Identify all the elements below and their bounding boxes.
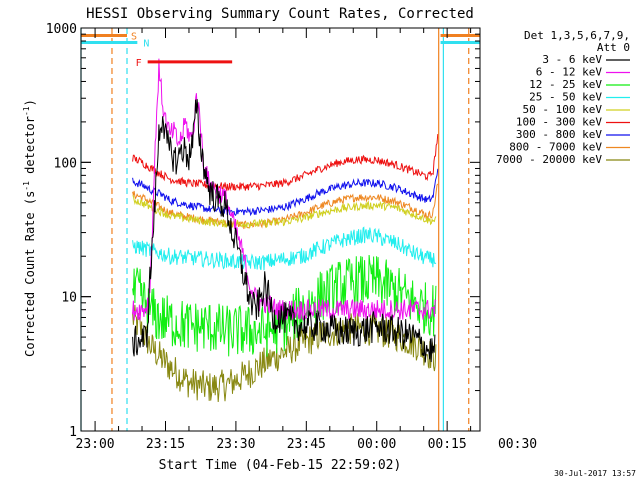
plot-area: SNF 1 10 100 1000 23:00 23:15 23:30 23:45 00:00 00…: [46, 22, 537, 452]
series-line-2: [132, 254, 437, 357]
y-label-sup2: -1: [22, 106, 31, 116]
x-tick-label-6: 00:30: [498, 437, 537, 452]
x-tick-label-1: 23:15: [146, 437, 185, 452]
footer-date: 30-Jul-2017 13:57: [554, 469, 636, 478]
series-line-3: [132, 226, 437, 271]
y-tick-label-0: 1: [69, 425, 77, 440]
flag-label-N: N: [143, 38, 149, 49]
y-axis-label: Corrected Count Rate (s-1 detector-1): [22, 99, 37, 357]
legend-label-3: 25 - 50 keV: [529, 91, 602, 104]
y-tick-label-3: 1000: [46, 22, 77, 37]
x-tick-label-3: 23:45: [287, 437, 326, 452]
x-tick-label-5: 00:15: [428, 437, 467, 452]
y-label-part1: Corrected Count Rate (s: [23, 191, 37, 357]
legend-label-0: 3 - 6 keV: [542, 53, 602, 66]
series-line-7: [132, 183, 439, 230]
x-axis-label: Start Time (04-Feb-15 22:59:02): [159, 458, 402, 473]
legend-header-line1: Det 1,3,5,6,7,9,: [524, 29, 630, 42]
legend-label-1: 6 - 12 keV: [536, 66, 603, 79]
legend-label-8: 7000 - 20000 keV: [496, 153, 602, 166]
y-label-part3: ): [23, 99, 37, 106]
y-label-sup1: -1: [22, 181, 31, 191]
flag-label-S: S: [131, 31, 137, 42]
axes-frame: [80, 27, 481, 432]
flag-label-F: F: [136, 58, 142, 69]
series-line-8: [132, 304, 437, 403]
legend-label-4: 50 - 100 keV: [523, 103, 603, 116]
series-group: [132, 58, 439, 403]
legend-label-7: 800 - 7000 keV: [509, 141, 602, 154]
y-label-part2: detector: [23, 116, 37, 181]
legend-header-line2: Att 0: [597, 41, 630, 54]
y-tick-label-1: 10: [61, 291, 77, 306]
legend-label-5: 100 - 300 keV: [516, 116, 602, 129]
series-line-0: [132, 99, 436, 363]
x-tick-label-0: 23:00: [76, 437, 115, 452]
series-line-5: [132, 134, 439, 192]
x-tick-label-4: 00:00: [357, 437, 396, 452]
x-tick-label-2: 23:30: [216, 437, 255, 452]
legend-label-2: 12 - 25 keV: [529, 78, 602, 91]
chart-title: HESSI Observing Summary Count Rates, Cor…: [86, 6, 474, 22]
y-tick-label-2: 100: [54, 156, 77, 171]
legend-label-6: 300 - 800 keV: [516, 128, 602, 141]
series-line-6: [132, 168, 439, 217]
series-line-4: [132, 195, 437, 230]
